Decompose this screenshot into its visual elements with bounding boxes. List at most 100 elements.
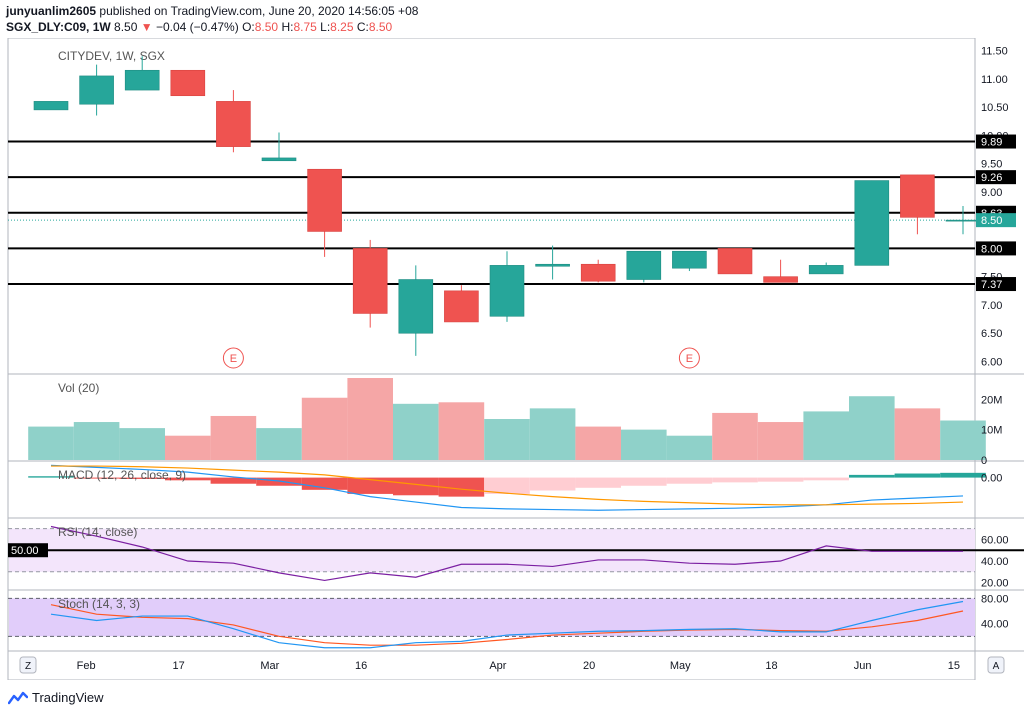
macd-histogram-bar [256, 477, 302, 486]
macd-histogram-bar [894, 473, 941, 478]
macd-histogram-bar [940, 472, 986, 478]
level-price-tag [976, 170, 1016, 185]
level-price-tag [976, 134, 1016, 149]
candle-body [352, 248, 388, 314]
stoch-k-line [50, 600, 964, 649]
candle-body [307, 168, 342, 232]
candle-body [124, 69, 160, 91]
time-tick-label: Feb [77, 660, 96, 672]
level-price-tag [976, 241, 1016, 256]
candle-body [444, 290, 479, 323]
candle-body [626, 250, 662, 280]
stoch-tick-label: 80.00 [981, 593, 1009, 605]
macd-line [50, 464, 964, 511]
candle-body [398, 279, 434, 334]
low-value: 8.25 [330, 20, 354, 34]
macd-histogram-bar [712, 477, 758, 483]
footer-brand[interactable]: TradingView [8, 690, 104, 705]
low-label: L: [320, 20, 331, 34]
macd-pane-label: MACD (12, 26, close, 9) [58, 468, 186, 482]
earnings-label: E [686, 353, 693, 365]
level-price-label: 8.00 [981, 243, 1002, 255]
macd-histogram-bar [849, 474, 895, 478]
last-price: 8.50 [114, 20, 138, 34]
candle-body [216, 101, 251, 147]
candle-body [717, 248, 753, 275]
high-label: H: [281, 20, 294, 34]
macd-histogram-bar [210, 477, 257, 484]
volume-bar [803, 411, 849, 460]
macd-histogram-bar [28, 476, 74, 478]
level-price-label: 7.37 [981, 279, 1002, 291]
open-label: O: [242, 20, 255, 34]
volume-bar [712, 412, 758, 460]
earnings-label: E [230, 353, 237, 365]
candle-body [261, 157, 297, 162]
volume-bar [757, 422, 804, 460]
rsi-tick-label: 20.00 [981, 578, 1009, 590]
price-tick-label: 11.50 [981, 45, 1008, 57]
macd-tick-label: 0.00 [981, 473, 1002, 485]
candle-body [489, 265, 525, 317]
price-tick-label: 6.00 [981, 357, 1002, 369]
rsi-midline-tag [8, 543, 48, 558]
volume-bar [28, 426, 74, 460]
time-tick-label: 20 [583, 660, 595, 672]
time-tick-label: 18 [765, 660, 777, 672]
macd-histogram-bar [529, 477, 576, 491]
brand-name: TradingView [32, 690, 104, 705]
earnings-marker [222, 347, 244, 369]
volume-bar [894, 408, 941, 460]
volume-bar [256, 428, 302, 460]
volume-bar [347, 378, 393, 460]
volume-bar [575, 426, 621, 460]
macd-histogram-bar [165, 477, 211, 481]
symbol-info: SGX_DLY:C09, 1W 8.50 ▼ −0.04 (−0.47%) O:… [6, 20, 392, 34]
high-value: 8.75 [293, 20, 317, 34]
volume-bar [621, 429, 667, 460]
time-tick-label: Apr [489, 660, 506, 672]
level-price-label: 9.89 [981, 137, 1002, 149]
zoom-reset-button[interactable] [19, 656, 37, 674]
chart-area[interactable]: 6.006.507.007.508.008.509.009.5010.0010.… [0, 38, 1024, 680]
close-label: C: [356, 20, 369, 34]
macd-histogram-bar [119, 477, 165, 479]
auto-scale-button[interactable] [987, 656, 1005, 674]
price-tick-label: 7.00 [981, 300, 1002, 312]
volume-bar [849, 396, 895, 460]
symbol-name: SGX_DLY:C09, 1W [6, 20, 111, 34]
candle-body [945, 219, 981, 222]
close-value: 8.50 [368, 20, 393, 34]
level-price-label: 9.26 [981, 172, 1002, 184]
macd-histogram-bar [347, 477, 393, 494]
candle-body [535, 263, 570, 267]
macd-histogram-bar [73, 477, 120, 479]
price-change: −0.04 (−0.47%) [155, 20, 239, 34]
volume-tick-label: 20M [981, 394, 1002, 406]
publisher-name: junyuanlim2605 [6, 4, 97, 18]
zoom-reset-label: Z [25, 661, 31, 672]
stoch-band [9, 598, 975, 637]
candle-body [808, 265, 844, 275]
candle-body [854, 180, 890, 266]
time-tick-label: 17 [173, 660, 185, 672]
volume-bar [666, 435, 713, 460]
volume-bar [301, 397, 348, 460]
time-tick-label: Jun [854, 660, 872, 672]
down-arrow-icon: ▼ [140, 20, 153, 34]
tradingview-logo-icon [8, 691, 28, 704]
volume-tick-label: 10M [981, 425, 1002, 437]
rsi-tick-label: 60.00 [981, 534, 1009, 546]
time-tick-label: May [670, 660, 691, 672]
price-tick-label: 9.00 [981, 187, 1002, 199]
time-tick-label: 16 [355, 660, 367, 672]
volume-bar [529, 408, 576, 460]
volume-bar [165, 435, 211, 460]
macd-histogram-bar [803, 477, 849, 481]
rsi-midline-label: 50.00 [11, 545, 39, 557]
rsi-line [50, 525, 963, 582]
chart-frame [7, 38, 976, 680]
candle-body [763, 276, 798, 283]
candle-body [33, 101, 69, 111]
last-price-label: 8.50 [981, 215, 1002, 227]
